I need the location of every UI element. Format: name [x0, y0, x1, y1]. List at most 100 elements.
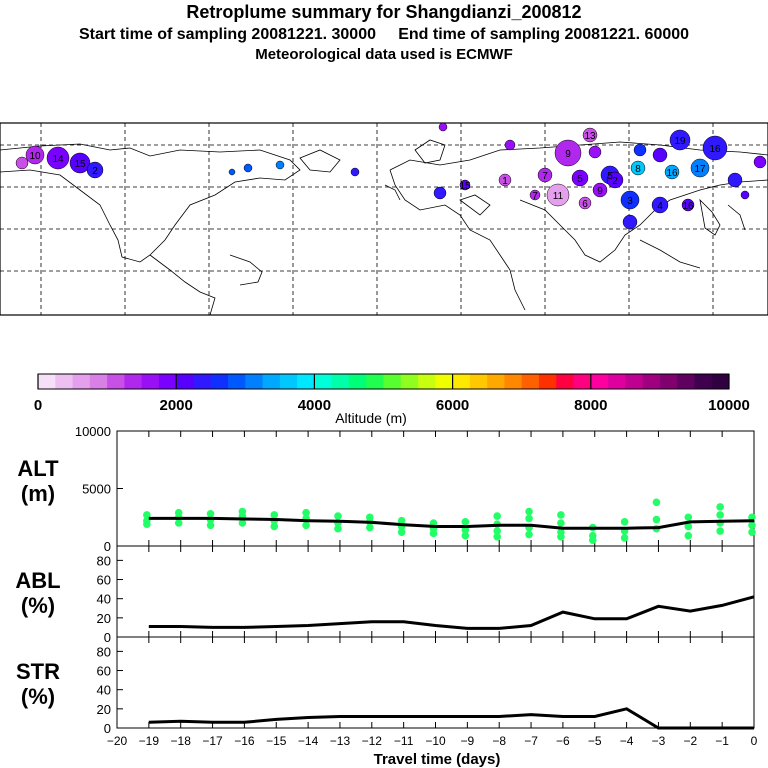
colorbar-swatch: [573, 374, 592, 389]
scatter-point: [334, 512, 342, 520]
scatter-point: [557, 519, 565, 527]
colorbar-swatch: [418, 374, 436, 389]
map-marker: [25, 145, 45, 165]
map-marker: [578, 196, 592, 210]
scatter-point: [748, 528, 756, 536]
scatter-point: [461, 531, 470, 540]
panel-str: 0 20 40 60 80 STR(%): [16, 636, 755, 736]
y-tick-label: 20: [97, 702, 111, 717]
scatter-point: [684, 522, 693, 531]
x-tick-label: −18: [171, 734, 192, 748]
colorbar-swatch: [521, 374, 540, 389]
x-tick-label: −14: [298, 734, 319, 748]
colorbar-swatch: [608, 374, 626, 389]
map-marker-label: 17: [694, 164, 706, 175]
map-marker: [504, 139, 516, 151]
map-marker: [15, 156, 29, 170]
y-tick-label: 0: [104, 721, 111, 736]
scatter-point: [397, 528, 406, 536]
panel-label: STR: [16, 659, 60, 684]
scatter-point: [588, 536, 597, 545]
x-tick-label: −6: [556, 734, 570, 748]
map-marker: [46, 146, 70, 170]
colorbar-swatch: [556, 374, 575, 389]
panel-abl: 0 20 40 60 80 ABL(%): [15, 545, 755, 645]
map-marker: [433, 186, 447, 200]
colorbar-swatch: [38, 374, 56, 389]
plot-panels: 0500010000ALT(m)020406080ABL(%)020406080…: [15, 424, 757, 748]
scatter-point: [684, 513, 693, 522]
map-marker-label: 15: [74, 159, 86, 170]
map-marker-label: 9: [597, 186, 603, 197]
map-marker: [350, 167, 360, 177]
scatter-point: [174, 508, 183, 517]
scatter-point: [557, 533, 565, 541]
scatter-point: [493, 512, 502, 520]
colorbar-swatch: [331, 374, 350, 389]
panel-alt: 0 5000 10000 ALT(m): [17, 424, 756, 554]
map-marker: [228, 168, 236, 176]
map-marker-label: 9: [565, 149, 571, 160]
map-marker-label: 2: [612, 176, 618, 187]
x-tick-label: −17: [202, 734, 223, 748]
x-tick-label: −10: [425, 734, 446, 748]
colorbar-swatch: [504, 374, 523, 389]
y-tick-label: 80: [97, 553, 111, 568]
end-time-label: End time of sampling 20081221. 60000: [398, 26, 690, 43]
scatter-point: [748, 521, 756, 530]
y-tick-label: 10000: [75, 424, 111, 439]
x-tick-label: −9: [461, 734, 475, 748]
map-marker-label: 7: [542, 171, 548, 182]
x-tick-label: −11: [394, 734, 414, 748]
map-marker: [690, 158, 710, 178]
colorbar-swatch: [262, 374, 281, 389]
chart-title: Retroplume summary for Shangdianzi_20081…: [186, 2, 582, 22]
y-tick-label: 20: [97, 611, 111, 626]
scatter-point: [366, 513, 374, 522]
x-tick-label: −13: [330, 734, 351, 748]
map-marker: [529, 189, 541, 201]
panel-label: ALT: [17, 456, 59, 481]
scatter-point: [748, 513, 756, 522]
scatter-point: [684, 531, 693, 540]
x-tick-label: −16: [234, 734, 255, 748]
map-marker-label: 15: [459, 181, 471, 192]
map-marker: [630, 160, 646, 176]
map-marker-label: 3: [627, 196, 633, 207]
colorbar-tick-label: 0: [34, 397, 42, 414]
scatter-point: [716, 503, 724, 511]
scatter-point: [334, 524, 342, 533]
map-marker-label: 7: [532, 191, 538, 202]
colorbar-label: Altitude (m): [335, 410, 407, 426]
x-tick-label: −5: [588, 734, 602, 748]
scatter-point: [238, 507, 247, 516]
map-marker-label: 16: [666, 168, 678, 179]
colorbar-swatch: [400, 374, 419, 389]
colorbar-swatch: [314, 374, 333, 389]
colorbar-swatch: [435, 374, 454, 389]
colorbar-swatch: [677, 374, 695, 389]
colorbar-tick-label: 2000: [160, 397, 193, 414]
map-marker: [498, 173, 512, 187]
map-marker: [554, 139, 582, 167]
scatter-point: [397, 516, 406, 525]
colorbar-swatch: [228, 374, 246, 389]
map-marker-label: 8: [635, 164, 641, 175]
scatter-point: [461, 518, 470, 526]
map-marker: [727, 172, 743, 188]
map-marker: [571, 169, 589, 187]
map-marker-label: 14: [52, 154, 64, 165]
x-tick-label: −4: [620, 734, 634, 748]
colorbar-swatch: [158, 374, 177, 389]
colorbar-swatch: [348, 374, 367, 389]
colorbar-swatch: [89, 374, 108, 389]
colorbar-tick-label: 6000: [436, 397, 469, 414]
colorbar-swatch: [366, 374, 384, 389]
map-marker: [740, 190, 750, 200]
map-marker-label: 6: [582, 199, 588, 210]
colorbar-swatch: [625, 374, 644, 389]
scatter-point: [174, 519, 183, 527]
map-marker: [633, 143, 647, 157]
scatter-point: [206, 510, 215, 518]
